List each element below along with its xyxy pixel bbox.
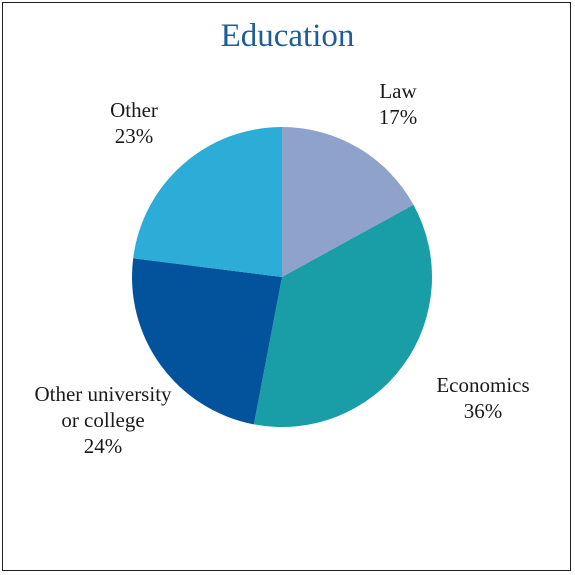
pie-slice-other-university-or-college [131, 258, 282, 425]
pie-label-category: Other [110, 98, 158, 122]
pie-slices [131, 127, 433, 427]
pie-label-value: 23% [115, 124, 154, 148]
pie-label-category: Economics [436, 373, 529, 397]
pie-label-category: or college [61, 408, 144, 432]
pie-label-law: Law 17% [379, 79, 418, 129]
chart-title: Education [220, 18, 355, 54]
pie-label-economics: Economics 36% [436, 373, 529, 423]
pie-labels: Law 17% Economics 36% Other university or col… [34, 79, 529, 458]
pie-label-other-university-or-college: Other university or college 24% [34, 382, 172, 458]
pie-label-category: Law [379, 79, 417, 103]
pie-label-value: 17% [379, 105, 418, 129]
pie-slice-other [133, 127, 282, 277]
pie-slice-law [282, 127, 414, 277]
pie-label-value: 24% [84, 434, 123, 458]
pie-label-category: Other university [34, 382, 172, 406]
pie-label-other: Other 23% [110, 98, 158, 148]
pie-slice-economics [253, 204, 433, 427]
pie-label-value: 36% [464, 399, 503, 423]
